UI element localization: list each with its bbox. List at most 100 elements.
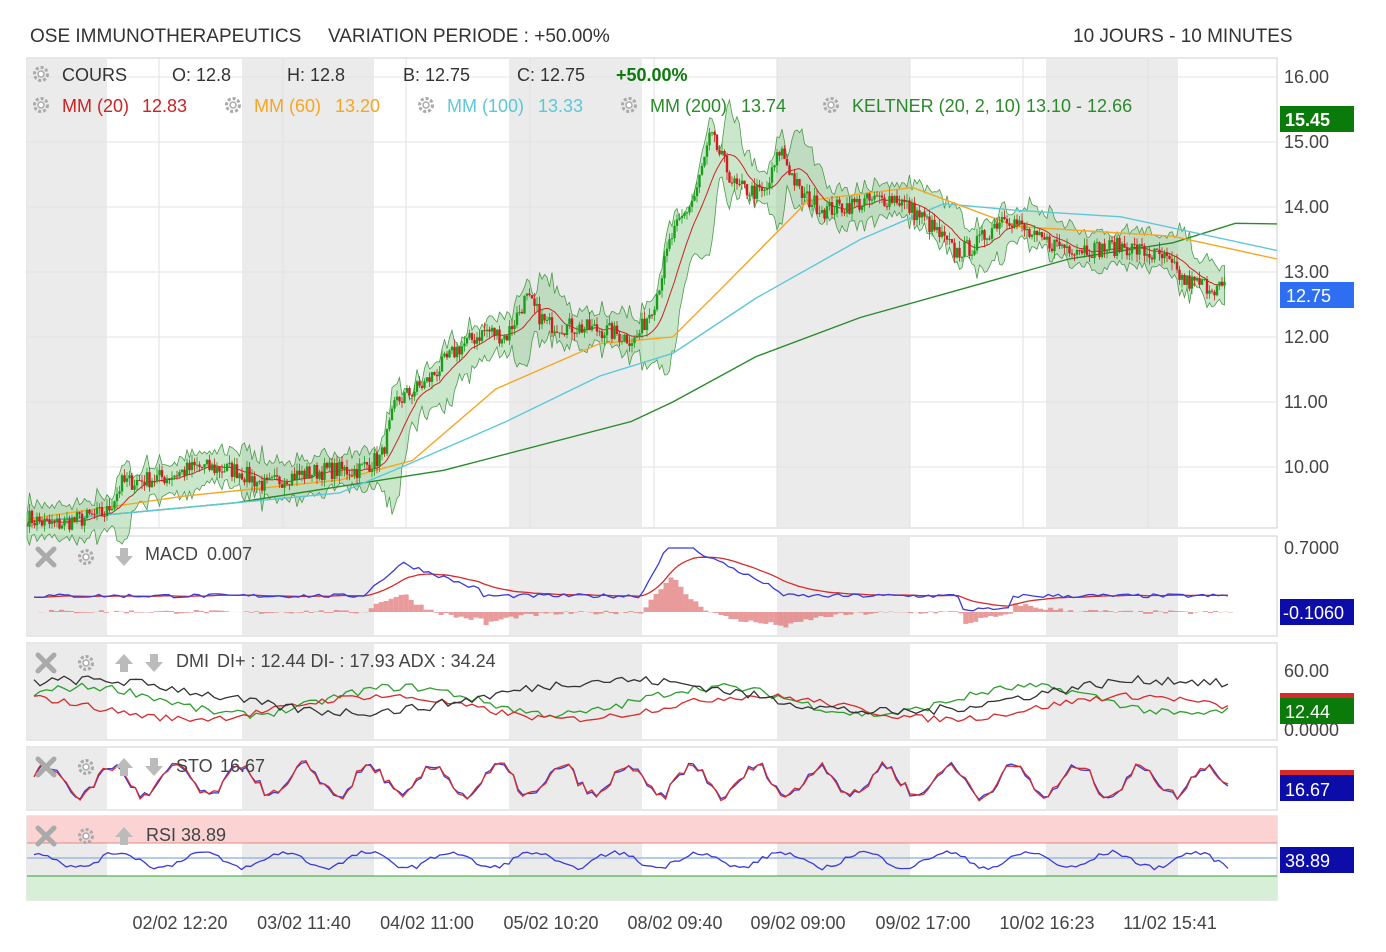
candle-body (35, 516, 39, 526)
di-minus-line (33, 692, 1229, 723)
candle-body (353, 469, 356, 476)
period-label[interactable]: 10 JOURS - 10 MINUTES (1073, 26, 1293, 47)
candle-body (498, 329, 501, 344)
macd-hist-bar (563, 611, 569, 612)
candle-body (563, 333, 566, 335)
macd-hist-bar (168, 611, 174, 612)
candle-body (120, 475, 124, 492)
session-band-4 (1046, 748, 1178, 809)
dmi-up-icon[interactable] (115, 654, 133, 672)
macd-hist-bar (638, 612, 644, 614)
candle-body (253, 476, 256, 487)
macd-hist-bar (63, 610, 69, 612)
rsi-gear-icon[interactable] (78, 828, 94, 844)
candle-body (820, 209, 824, 214)
candle-body (840, 203, 844, 213)
candle-body (765, 188, 769, 190)
ma60-gear-icon[interactable] (225, 97, 241, 113)
candle-body (85, 509, 89, 518)
candle-body (125, 478, 129, 482)
candle-body (133, 485, 136, 490)
macd-hist-bar (758, 612, 764, 624)
high-badge-bg (1280, 106, 1354, 132)
close-icon[interactable] (35, 546, 57, 568)
candle-body (143, 481, 146, 486)
candle-body (925, 216, 929, 218)
macd-hist-bar (1018, 605, 1024, 612)
candle-body (210, 464, 214, 470)
candle-body (1055, 239, 1059, 242)
macd-hist-bar (673, 579, 679, 612)
sto-badge-bg (1280, 775, 1354, 801)
gear-teeth (33, 97, 49, 113)
candle-body (1208, 290, 1211, 294)
candle-body (543, 314, 546, 321)
candle-body (510, 326, 514, 330)
close-icon[interactable] (35, 652, 57, 674)
candle-body (683, 212, 686, 216)
price-tick-label: 14.00 (1284, 197, 1329, 217)
rsi-up-icon-shape (115, 827, 133, 845)
candle-body (1195, 278, 1199, 281)
candle-body (1093, 243, 1096, 259)
candle-body (340, 461, 344, 470)
sto-gear-icon[interactable] (78, 759, 94, 775)
macd-hist-bar (983, 612, 989, 618)
close-icon[interactable] (35, 825, 57, 847)
candle-body (700, 165, 704, 175)
close-icon-stroke (35, 825, 57, 847)
sto-down-icon[interactable] (145, 758, 163, 776)
sto-up-icon[interactable] (115, 758, 133, 776)
macd-hist-bar (1153, 610, 1159, 612)
candle-body (310, 474, 314, 478)
candle-body (103, 516, 106, 518)
candle-body (1190, 276, 1194, 289)
candle-body (1010, 225, 1014, 228)
macd-hist-bar (48, 609, 54, 612)
candle-body (83, 517, 86, 526)
candle-body (568, 318, 571, 325)
candle-body (1000, 217, 1004, 223)
candle-body (968, 240, 971, 256)
close-icon[interactable] (35, 756, 57, 778)
ma200-gear-icon[interactable] (621, 97, 637, 113)
macd-hist-bar (718, 612, 724, 615)
macd-hist-bar (1168, 610, 1174, 612)
macd-hist-bar (553, 612, 559, 615)
price-tick-label: 10.00 (1284, 457, 1329, 477)
candle-body (755, 184, 759, 199)
candle-body (978, 234, 981, 236)
keltner-gear-icon[interactable] (823, 97, 839, 113)
macd-hist-bar (273, 612, 279, 613)
candle-body (283, 482, 286, 488)
candle-body (593, 324, 596, 326)
candle-body (583, 328, 586, 333)
candle-body (215, 467, 219, 473)
rsi-up-icon[interactable] (115, 827, 133, 845)
candle-body (653, 309, 656, 316)
candle-body (75, 512, 79, 522)
price-tick-label: 13.00 (1284, 262, 1329, 282)
rsi-oversold-zone (27, 876, 1277, 900)
candle-body (248, 466, 251, 483)
dmi-gear-icon[interactable] (78, 655, 94, 671)
ma20-gear-icon[interactable] (33, 97, 49, 113)
candle-body (793, 173, 796, 186)
candle-body (285, 482, 289, 485)
macd-down-icon[interactable] (115, 548, 133, 566)
candle-body (815, 195, 819, 214)
candle-body (455, 346, 459, 358)
dmi-down-icon[interactable] (145, 654, 163, 672)
cours-gear-icon[interactable] (33, 66, 49, 82)
ma100-gear-icon[interactable] (418, 97, 434, 113)
candle-body (555, 331, 559, 333)
candle-body (203, 464, 206, 468)
macd-gear-icon[interactable] (78, 549, 94, 565)
macd-hist-bar (343, 610, 349, 612)
candle-body (998, 222, 1001, 229)
x-tick-label: 05/02 10:20 (503, 913, 598, 933)
candle-body (118, 491, 121, 494)
macd-hist-bar (568, 612, 574, 614)
candle-body (933, 219, 936, 231)
candle-body (985, 238, 989, 240)
